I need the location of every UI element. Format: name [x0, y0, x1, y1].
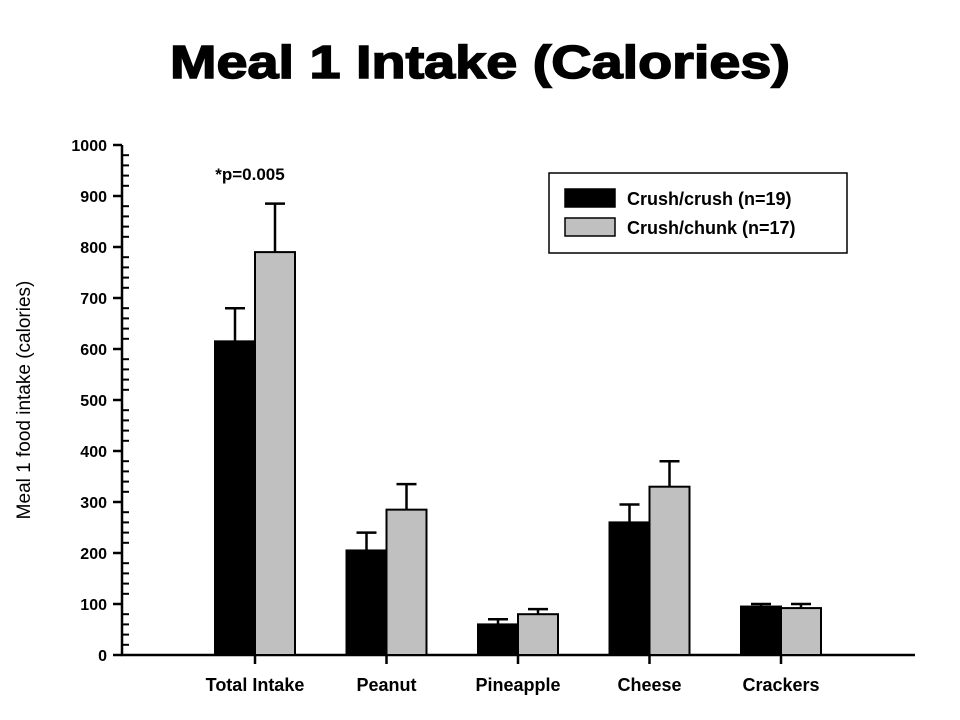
legend-box — [548, 172, 848, 254]
significance-annotation: *p=0.005 — [215, 165, 284, 184]
y-tick-label: 0 — [98, 648, 107, 665]
y-tick-label: 700 — [80, 291, 107, 308]
chart-title: Meal 1 Intake (Calories) — [170, 36, 790, 88]
legend-swatch-crush-crush — [564, 188, 616, 208]
legend-swatch-crush-chunk — [564, 217, 616, 237]
legend: Crush/crush (n=19) Crush/chunk (n=17) — [548, 172, 848, 254]
y-tick-label: 900 — [80, 189, 107, 206]
y-tick-label: 800 — [80, 240, 107, 257]
bar-crush-chunk — [254, 251, 296, 656]
y-tick-label: 1000 — [71, 138, 107, 155]
y-tick-label: 400 — [80, 444, 107, 461]
bar-crush-chunk — [780, 607, 822, 657]
bar-crush-chunk — [517, 613, 559, 657]
x-tick-label: Total Intake — [206, 675, 305, 695]
y-tick-label: 300 — [80, 495, 107, 512]
bar-crush-chunk — [385, 508, 428, 656]
x-tick-label: Crackers — [742, 675, 819, 695]
x-tick-label: Cheese — [617, 675, 681, 695]
y-axis-label: Meal 1 food intake (calories) — [14, 281, 35, 520]
legend-label-crush-chunk: Crush/chunk (n=17) — [627, 218, 796, 238]
x-tick-label: Peanut — [356, 675, 416, 695]
x-tick-label: Pineapple — [475, 675, 560, 695]
bar-crush-crush — [740, 605, 782, 656]
legend-label-crush-crush: Crush/crush (n=19) — [627, 189, 792, 209]
y-tick-label: 100 — [80, 597, 107, 614]
bar-crush-crush — [214, 340, 256, 656]
bar-crush-crush — [345, 549, 388, 657]
y-tick-label: 600 — [80, 342, 107, 359]
y-tick-label: 500 — [80, 393, 107, 410]
bar-crush-crush — [477, 623, 519, 657]
bar-crush-crush — [608, 521, 651, 657]
bar-crush-chunk — [648, 485, 691, 657]
y-tick-label: 200 — [80, 546, 107, 563]
plot-area: 0 100 200 300 400 500 600 700 800 900 1000 Total In… — [71, 138, 915, 695]
